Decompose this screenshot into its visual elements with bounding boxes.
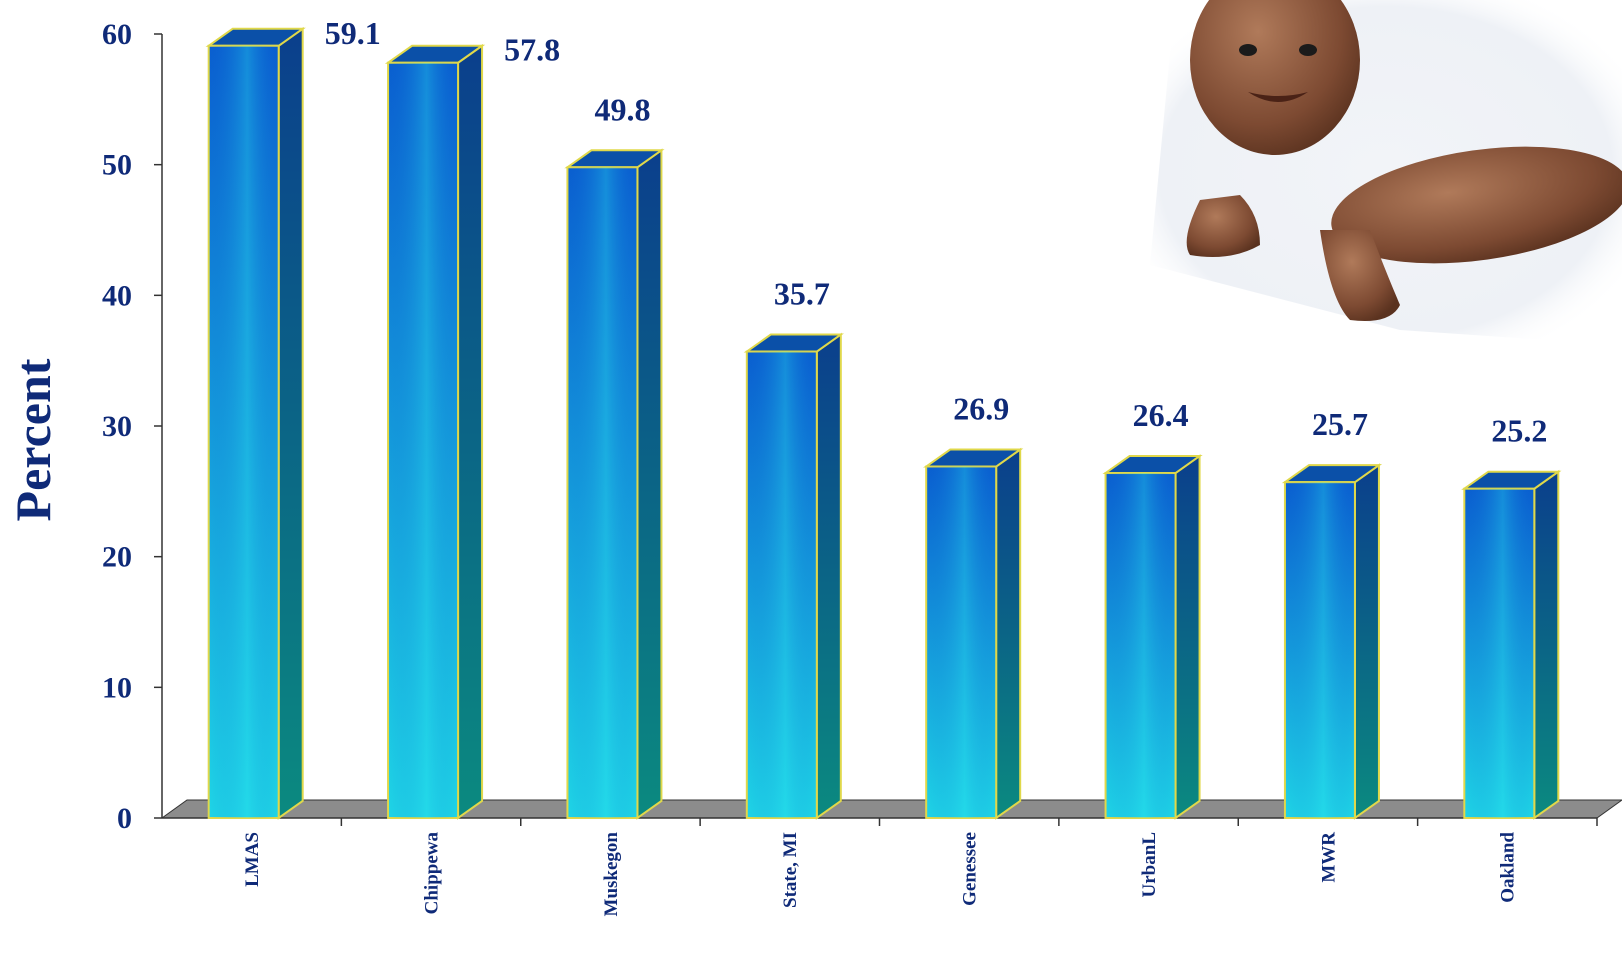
baby-photo-icon	[1150, 0, 1622, 345]
bar-shine-4	[926, 466, 997, 818]
bar-value-label: 25.2	[1491, 413, 1547, 449]
y-tick-label: 20	[102, 541, 132, 574]
x-category-label: State, MI	[780, 832, 801, 908]
y-tick-label: 10	[102, 671, 132, 704]
bar-shine-6	[1284, 482, 1355, 818]
bar-value-label: 26.9	[953, 391, 1009, 427]
bar-series: 59.1 57.8 49.8 35.7 26.9 26.4 25.7 25.2	[205, 15, 1562, 820]
bar-value-label: 57.8	[504, 32, 560, 68]
bar-side-4	[995, 447, 1022, 820]
x-category-label: MWR	[1318, 832, 1339, 883]
y-tick-label: 40	[102, 279, 132, 312]
y-tick-label: 50	[102, 149, 132, 182]
x-category-label: Oakland	[1498, 832, 1519, 903]
bar-shine-7	[1464, 488, 1535, 818]
bar-side-5	[1174, 454, 1201, 820]
x-category-label: LMAS	[242, 832, 263, 887]
y-tick-label: 0	[117, 802, 132, 835]
bar-side-1	[457, 43, 484, 820]
bar-side-0	[277, 26, 304, 820]
x-category-label: Chippewa	[421, 832, 442, 915]
bar-shine-3	[746, 351, 817, 818]
bar-side-7	[1533, 469, 1560, 820]
bar-side-3	[815, 332, 842, 820]
bar-value-label: 26.4	[1133, 397, 1189, 433]
bar-value-label: 35.7	[774, 276, 830, 312]
bar-value-label: 59.1	[325, 15, 381, 51]
bar-value-label: 25.7	[1312, 406, 1368, 442]
y-tick-label: 30	[102, 410, 132, 443]
y-axis-ticks: 0 10 20 30 40 50 60	[102, 18, 162, 835]
x-category-label: Muskegon	[601, 832, 622, 917]
bar-shine-5	[1105, 473, 1176, 818]
bar-value-label: 49.8	[594, 91, 650, 127]
bar-shine-0	[208, 45, 279, 818]
bar-side-2	[636, 148, 663, 820]
bar-shine-2	[567, 167, 638, 818]
x-category-label: UrbanL	[1139, 832, 1160, 897]
x-category-label: Genessee	[960, 832, 981, 906]
bar-side-6	[1353, 463, 1380, 820]
y-tick-label: 60	[102, 18, 132, 51]
chart-floor	[160, 799, 1622, 819]
bar-shine-1	[388, 62, 459, 819]
y-axis-title: Percent	[5, 358, 61, 521]
x-axis-ticks: LMAS Chippewa Muskegon State, MI Genessee Urb…	[242, 818, 1598, 917]
